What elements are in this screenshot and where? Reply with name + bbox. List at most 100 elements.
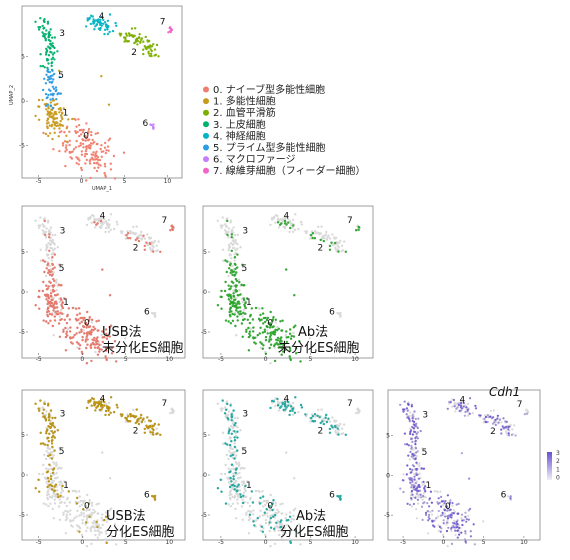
cell-point [514, 434, 517, 437]
cell-point [104, 226, 108, 230]
cell-point [51, 256, 54, 259]
cell-point [147, 52, 150, 55]
cell-point [52, 121, 56, 124]
cell-point [468, 477, 471, 480]
cell-point [134, 415, 138, 418]
cell-point [47, 38, 51, 42]
cell-point [229, 271, 232, 275]
cell-point [297, 410, 300, 414]
cell-point [237, 461, 241, 464]
cell-point [92, 325, 95, 329]
cell-point [89, 216, 92, 219]
cell-point [99, 164, 102, 167]
cluster-label-5: 5 [242, 447, 248, 457]
cell-point [259, 496, 262, 500]
cell-point [59, 124, 62, 127]
cell-point [124, 237, 128, 240]
cell-point [235, 493, 239, 496]
cell-point [334, 241, 337, 245]
cell-point [461, 519, 464, 522]
cell-point [83, 316, 86, 320]
cell-point [58, 446, 61, 449]
cell-point [241, 315, 244, 318]
cell-point [50, 488, 54, 491]
cell-point [54, 310, 57, 314]
cell-point [98, 533, 101, 536]
cell-point [124, 337, 127, 340]
cell-point [269, 526, 273, 529]
cell-point [101, 340, 105, 344]
cell-point [416, 437, 419, 440]
cell-point [47, 257, 50, 260]
cell-point [69, 509, 72, 512]
cell-point [64, 335, 68, 339]
cell-point [507, 432, 510, 435]
cell-point [50, 313, 54, 316]
cell-point [231, 246, 235, 250]
cell-point [59, 119, 62, 123]
legend-entry-4: 4. 神経細胞 [213, 129, 266, 142]
panel-frame [202, 205, 374, 359]
cell-point [442, 500, 445, 503]
cell-point [47, 454, 50, 458]
cell-point [412, 427, 415, 430]
cell-point [39, 216, 42, 219]
cell-point [285, 513, 288, 516]
cell-point [49, 472, 52, 475]
cell-point [266, 515, 269, 518]
cell-point [81, 352, 84, 355]
cell-point [100, 15, 103, 19]
cell-point [96, 353, 100, 356]
cell-point [107, 139, 110, 142]
cell-point [246, 501, 249, 504]
cell-point [226, 260, 229, 263]
cell-point [469, 397, 472, 400]
cell-point [85, 406, 89, 410]
cell-point [410, 483, 413, 486]
cell-point [453, 405, 456, 408]
cell-point [150, 54, 153, 58]
cell-point [112, 227, 116, 231]
cell-point [333, 420, 336, 423]
cell-point [61, 124, 65, 127]
cell-point [509, 423, 512, 426]
cell-point [157, 55, 160, 58]
cell-point [171, 411, 174, 415]
cell-point [45, 432, 48, 435]
x-tick-label: -5 [36, 178, 42, 185]
cell-point [460, 531, 463, 534]
cell-point [51, 137, 54, 141]
cell-point [439, 530, 442, 533]
cell-point [63, 131, 66, 134]
cell-point [264, 535, 268, 538]
cell-point [97, 166, 100, 169]
cell-point [115, 403, 119, 407]
cell-point [107, 413, 111, 416]
cell-point [241, 263, 244, 266]
cell-point [453, 519, 456, 523]
cell-point [60, 303, 63, 306]
cell-point [230, 419, 233, 422]
cell-point [273, 527, 276, 531]
cluster-label-4: 4 [99, 12, 105, 22]
cell-point [227, 432, 230, 435]
cell-points [34, 13, 173, 182]
cell-point [101, 451, 104, 454]
cell-point [311, 419, 314, 423]
cell-point [71, 489, 75, 493]
cell-point [324, 416, 327, 419]
cell-point [47, 489, 50, 493]
cell-point [334, 431, 337, 434]
cell-point [78, 322, 82, 325]
cell-point [233, 256, 237, 259]
cell-point [264, 503, 267, 507]
cell-point [104, 538, 107, 541]
cell-point [399, 403, 402, 406]
cell-point [229, 293, 232, 297]
cell-point [149, 419, 152, 423]
cell-point [407, 416, 410, 419]
cell-point [511, 428, 514, 431]
cell-point [45, 227, 48, 230]
cell-point [328, 244, 332, 248]
cell-point [276, 508, 279, 512]
